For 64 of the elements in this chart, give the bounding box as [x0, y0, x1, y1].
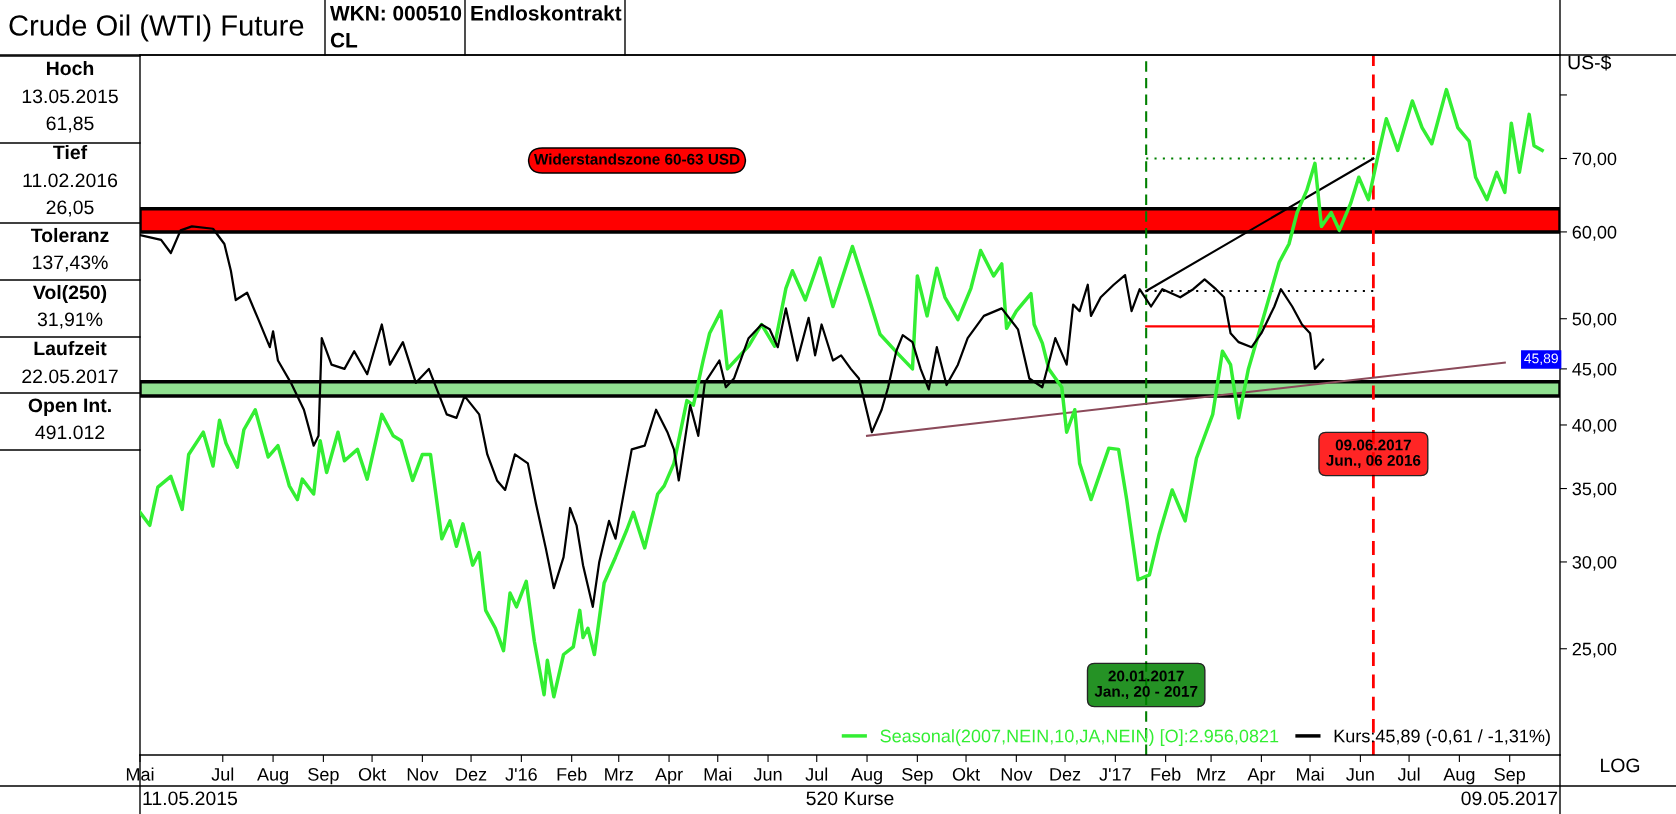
text: 13.05.2015: [22, 89, 118, 104]
x-tick-label: Mai: [1297, 767, 1324, 781]
text: WKN: 000510: [330, 5, 462, 21]
y-tick-label: 25,00: [1572, 642, 1617, 658]
x-tick-label: Mrz: [1197, 768, 1226, 781]
x-tick-label: Dez: [1050, 768, 1081, 781]
text: 22.05.2017: [22, 369, 118, 384]
text: Open Int.: [28, 398, 111, 417]
x-tick-label: Dez: [456, 768, 487, 781]
text: Toleranz: [30, 227, 109, 243]
x-tick-label: Okt: [358, 767, 386, 781]
ref-line-label: 20.01.2017 Jan., 20 - 2017: [1094, 670, 1198, 699]
text: 11.02.2016: [23, 173, 118, 188]
text: Endloskontrakt: [471, 5, 622, 21]
band-label: Widerstandszone 60-63 USD: [533, 153, 740, 165]
text: 520 Kurse: [806, 791, 894, 806]
y-tick-label: 70,00: [1572, 152, 1617, 168]
x-tick-label: Apr: [655, 768, 683, 785]
x-tick-label: Feb: [557, 767, 587, 781]
y-axis-title: US-$: [1568, 54, 1612, 71]
text: 26,05: [46, 200, 94, 217]
x-tick-label: Aug: [1443, 768, 1475, 785]
legend-label: Kurs:45,89 (-0,61 / -1,31%): [1334, 729, 1550, 746]
y-tick-label: 35,00: [1572, 482, 1617, 498]
x-tick-label: Sep: [902, 767, 933, 785]
y-tick-label: 50,00: [1572, 312, 1617, 328]
text: 61,85: [46, 116, 94, 133]
x-tick-label: Feb: [1151, 767, 1181, 781]
chart-title: Crude Oil (WTI) Future: [9, 14, 304, 42]
y-tick-label: 45,00: [1572, 362, 1617, 378]
y-tick-label: 30,00: [1572, 555, 1617, 571]
x-tick-label: Aug: [257, 768, 288, 785]
x-tick-label: Okt: [952, 767, 980, 781]
text: 137,43%: [33, 255, 108, 272]
text: LOG: [1601, 758, 1640, 773]
x-tick-label: Jul: [1397, 767, 1420, 781]
y-tick-label: 40,00: [1572, 418, 1617, 434]
x-tick-label: Jun: [1346, 768, 1374, 781]
x-tick-label: Sep: [1494, 767, 1525, 785]
y-tick-label: 60,00: [1572, 225, 1617, 241]
x-tick-label: Apr: [1247, 768, 1276, 785]
text: CL: [330, 32, 358, 48]
text: Tief: [53, 144, 88, 160]
text: 31,91%: [37, 312, 103, 329]
x-tick-label: Nov: [407, 768, 439, 781]
text: Vol(250): [33, 284, 107, 304]
x-tick-label: J'17: [1099, 768, 1131, 781]
text: 11.05.2015: [143, 791, 238, 806]
x-tick-label: Jul: [805, 767, 828, 781]
ref-line-label: 09.06.2017 Jun., 06 2016: [1326, 439, 1421, 468]
x-tick-label: Jul: [211, 767, 234, 781]
text: Hoch: [47, 60, 94, 76]
x-tick-label: Mai: [704, 767, 732, 781]
x-tick-label: Mrz: [605, 768, 633, 781]
annotation: 45,89: [1524, 353, 1558, 365]
text: 491.012: [35, 425, 105, 440]
text: 09.05.2017: [1461, 791, 1558, 806]
x-tick-label: Jun: [753, 768, 782, 781]
x-tick-label: Aug: [851, 768, 882, 785]
text: Laufzeit: [34, 340, 107, 356]
x-tick-label: J'16: [505, 767, 537, 781]
x-tick-label: Nov: [1001, 768, 1033, 781]
x-tick-label: Sep: [308, 767, 339, 785]
legend-label: Seasonal(2007,NEIN,10,JA,NEIN) [O]:2.956,0821: [880, 729, 1279, 746]
